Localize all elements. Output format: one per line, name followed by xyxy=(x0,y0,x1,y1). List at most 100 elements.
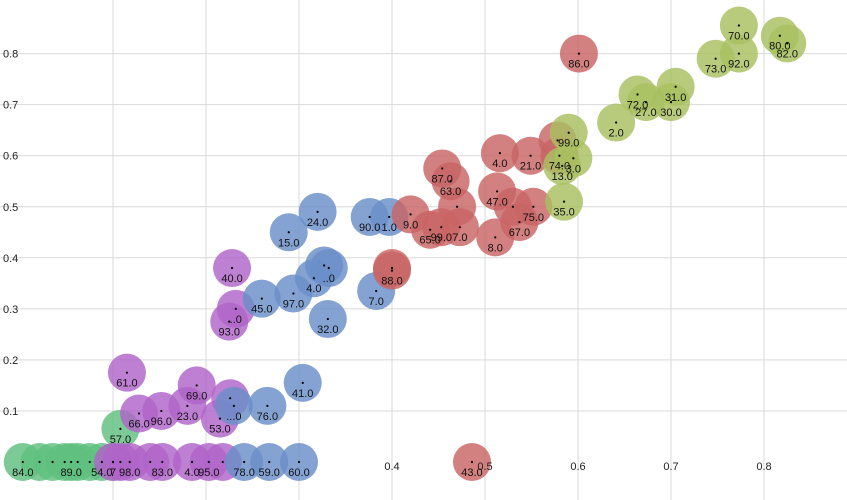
bubble-value-label: 43.0 xyxy=(461,467,482,479)
bubble-value-label: 45.0 xyxy=(251,304,272,316)
bubble-layer: 84.0 89.0 54.057.07 98.0 83.0 4.095.061.066.0… xyxy=(3,6,807,481)
bubble-center-dot xyxy=(323,264,326,267)
x-tick-label: 0.8 xyxy=(756,461,771,473)
bubble-value-label: 90.0 xyxy=(359,222,380,234)
bubble-value-label: 4.0 xyxy=(184,467,199,479)
bubble-value-label: 67.0 xyxy=(509,227,530,239)
x-tick-label: 0.5 xyxy=(477,461,492,473)
bubble-value-label: 88.0 xyxy=(381,276,402,288)
bubble-center-dot xyxy=(76,460,79,464)
bubble-center-dot xyxy=(636,93,639,96)
bubble-value-label: 41.0 xyxy=(292,388,313,400)
bubble-value-label: 70.0 xyxy=(728,31,749,43)
bubble-value-label: ..0 xyxy=(230,314,242,326)
bubble-center-dot xyxy=(572,157,575,160)
bubble-center-dot xyxy=(207,460,210,464)
bubble-center-dot xyxy=(737,52,740,55)
bubble-center-dot xyxy=(375,289,378,293)
bubble-center-dot xyxy=(558,154,561,157)
bubble-center-dot xyxy=(440,226,443,229)
bubble-center-dot xyxy=(232,404,235,407)
bubble-center-dot xyxy=(51,460,54,464)
bubble-center-dot xyxy=(669,100,673,104)
bubble-center-dot xyxy=(312,277,315,280)
bubble-value-label: 72.0 xyxy=(627,99,648,111)
bubble-value-label: 61.0 xyxy=(116,378,137,390)
bubble-value-label: 3.0 xyxy=(566,163,581,175)
bubble-value-label: 7.0 xyxy=(369,296,384,308)
bubble-value-label: 76.0 xyxy=(257,411,278,423)
bubble-center-dot xyxy=(494,236,497,239)
bubble-center-dot xyxy=(737,24,740,27)
bubble-value-label: 54.0 xyxy=(91,467,112,479)
bubble-value-label: 96.0 xyxy=(151,416,172,428)
bubble-value-label: 66.0 xyxy=(128,419,149,431)
bubble-value-label: 24.0 xyxy=(307,217,328,229)
bubble-center-dot xyxy=(63,460,66,464)
y-tick-label: 0.8 xyxy=(3,49,18,61)
bubble-value-label: 99.0 xyxy=(558,138,579,150)
bubble-center-dot xyxy=(368,215,371,219)
bubble-center-dot xyxy=(221,460,224,464)
bubble-value-label: 98.0 xyxy=(119,467,140,479)
y-tick-label: 0.6 xyxy=(3,151,18,163)
bubble-center-dot xyxy=(562,200,566,203)
bubble-center-dot xyxy=(644,100,647,104)
bubble-center-dot xyxy=(218,417,222,420)
bubble-center-dot xyxy=(498,152,501,155)
bubble-value-label: 23.0 xyxy=(177,411,198,423)
bubble-value-label: 82.0 xyxy=(777,48,798,60)
y-tick-label: 0.7 xyxy=(3,100,18,112)
bubble-center-dot xyxy=(160,409,163,413)
bubble-center-dot xyxy=(429,228,432,231)
bubble-value-label: 8.0 xyxy=(488,242,503,254)
bubble-value-label: 69.0 xyxy=(186,390,207,402)
bubble-center-dot xyxy=(161,460,164,464)
bubble-value-label: 63.0 xyxy=(440,186,461,198)
bubble-value-label: 15.0 xyxy=(278,237,299,249)
bubble-center-dot xyxy=(326,317,329,321)
bubble-value-label: 60.0 xyxy=(288,467,309,479)
bubble-center-dot xyxy=(119,427,122,430)
y-tick-label: 0.3 xyxy=(3,304,18,316)
y-tick-label: 0.1 xyxy=(3,406,18,418)
tick-labels: 0.4 0.5 0.6 0.7 0.8 0.1 0.2 0.3 0.4 0.5 0.6 0.7 0.8 xyxy=(3,49,772,473)
bubble-center-dot xyxy=(529,154,532,157)
bubble-value-label: 7.0 xyxy=(452,232,467,244)
bubble-value-label: 31.0 xyxy=(665,92,686,104)
bubble-center-dot xyxy=(266,404,269,407)
bubble-center-dot xyxy=(518,220,521,224)
bubble-center-dot xyxy=(243,460,246,464)
bubble-center-dot xyxy=(778,34,781,37)
bubble-value-label: 53.0 xyxy=(209,424,230,436)
y-tick-label: 0.4 xyxy=(3,253,18,265)
bubble-center-dot xyxy=(388,215,391,219)
bubble-value-label: 2.0 xyxy=(608,128,623,140)
bubble-center-dot xyxy=(567,131,570,134)
bubble-value-label: 4.0 xyxy=(306,283,321,295)
bubble-value-label: 97.0 xyxy=(283,299,304,311)
x-tick-label: 0.6 xyxy=(570,461,585,473)
bubble-value-label: 32.0 xyxy=(317,324,338,336)
bubble-center-dot xyxy=(786,42,789,45)
bubble-center-dot xyxy=(268,460,271,464)
bubble-center-dot xyxy=(532,205,535,208)
bubble-value-label: 40.0 xyxy=(221,273,242,285)
bubble-center-dot xyxy=(234,307,237,310)
bubble-center-dot xyxy=(577,52,581,55)
bubble-value-label: 99.0 xyxy=(431,232,452,244)
bubble-center-dot xyxy=(292,292,295,295)
bubble-value-label: ..0 xyxy=(323,273,335,285)
bubble-center-dot xyxy=(390,269,394,272)
bubble-center-dot xyxy=(456,205,459,208)
bubble-center-dot xyxy=(458,226,461,229)
bubble-value-label: 59.0 xyxy=(259,467,280,479)
bubble-center-dot xyxy=(186,404,189,407)
bubble-center-dot xyxy=(615,121,618,124)
bubble-value-label: ...0 xyxy=(226,411,241,423)
bubble-center-dot xyxy=(230,266,234,270)
bubble-value-label: 4.0 xyxy=(492,158,507,170)
x-tick-label: 0.7 xyxy=(663,461,678,473)
bubble-center-dot xyxy=(195,384,198,387)
